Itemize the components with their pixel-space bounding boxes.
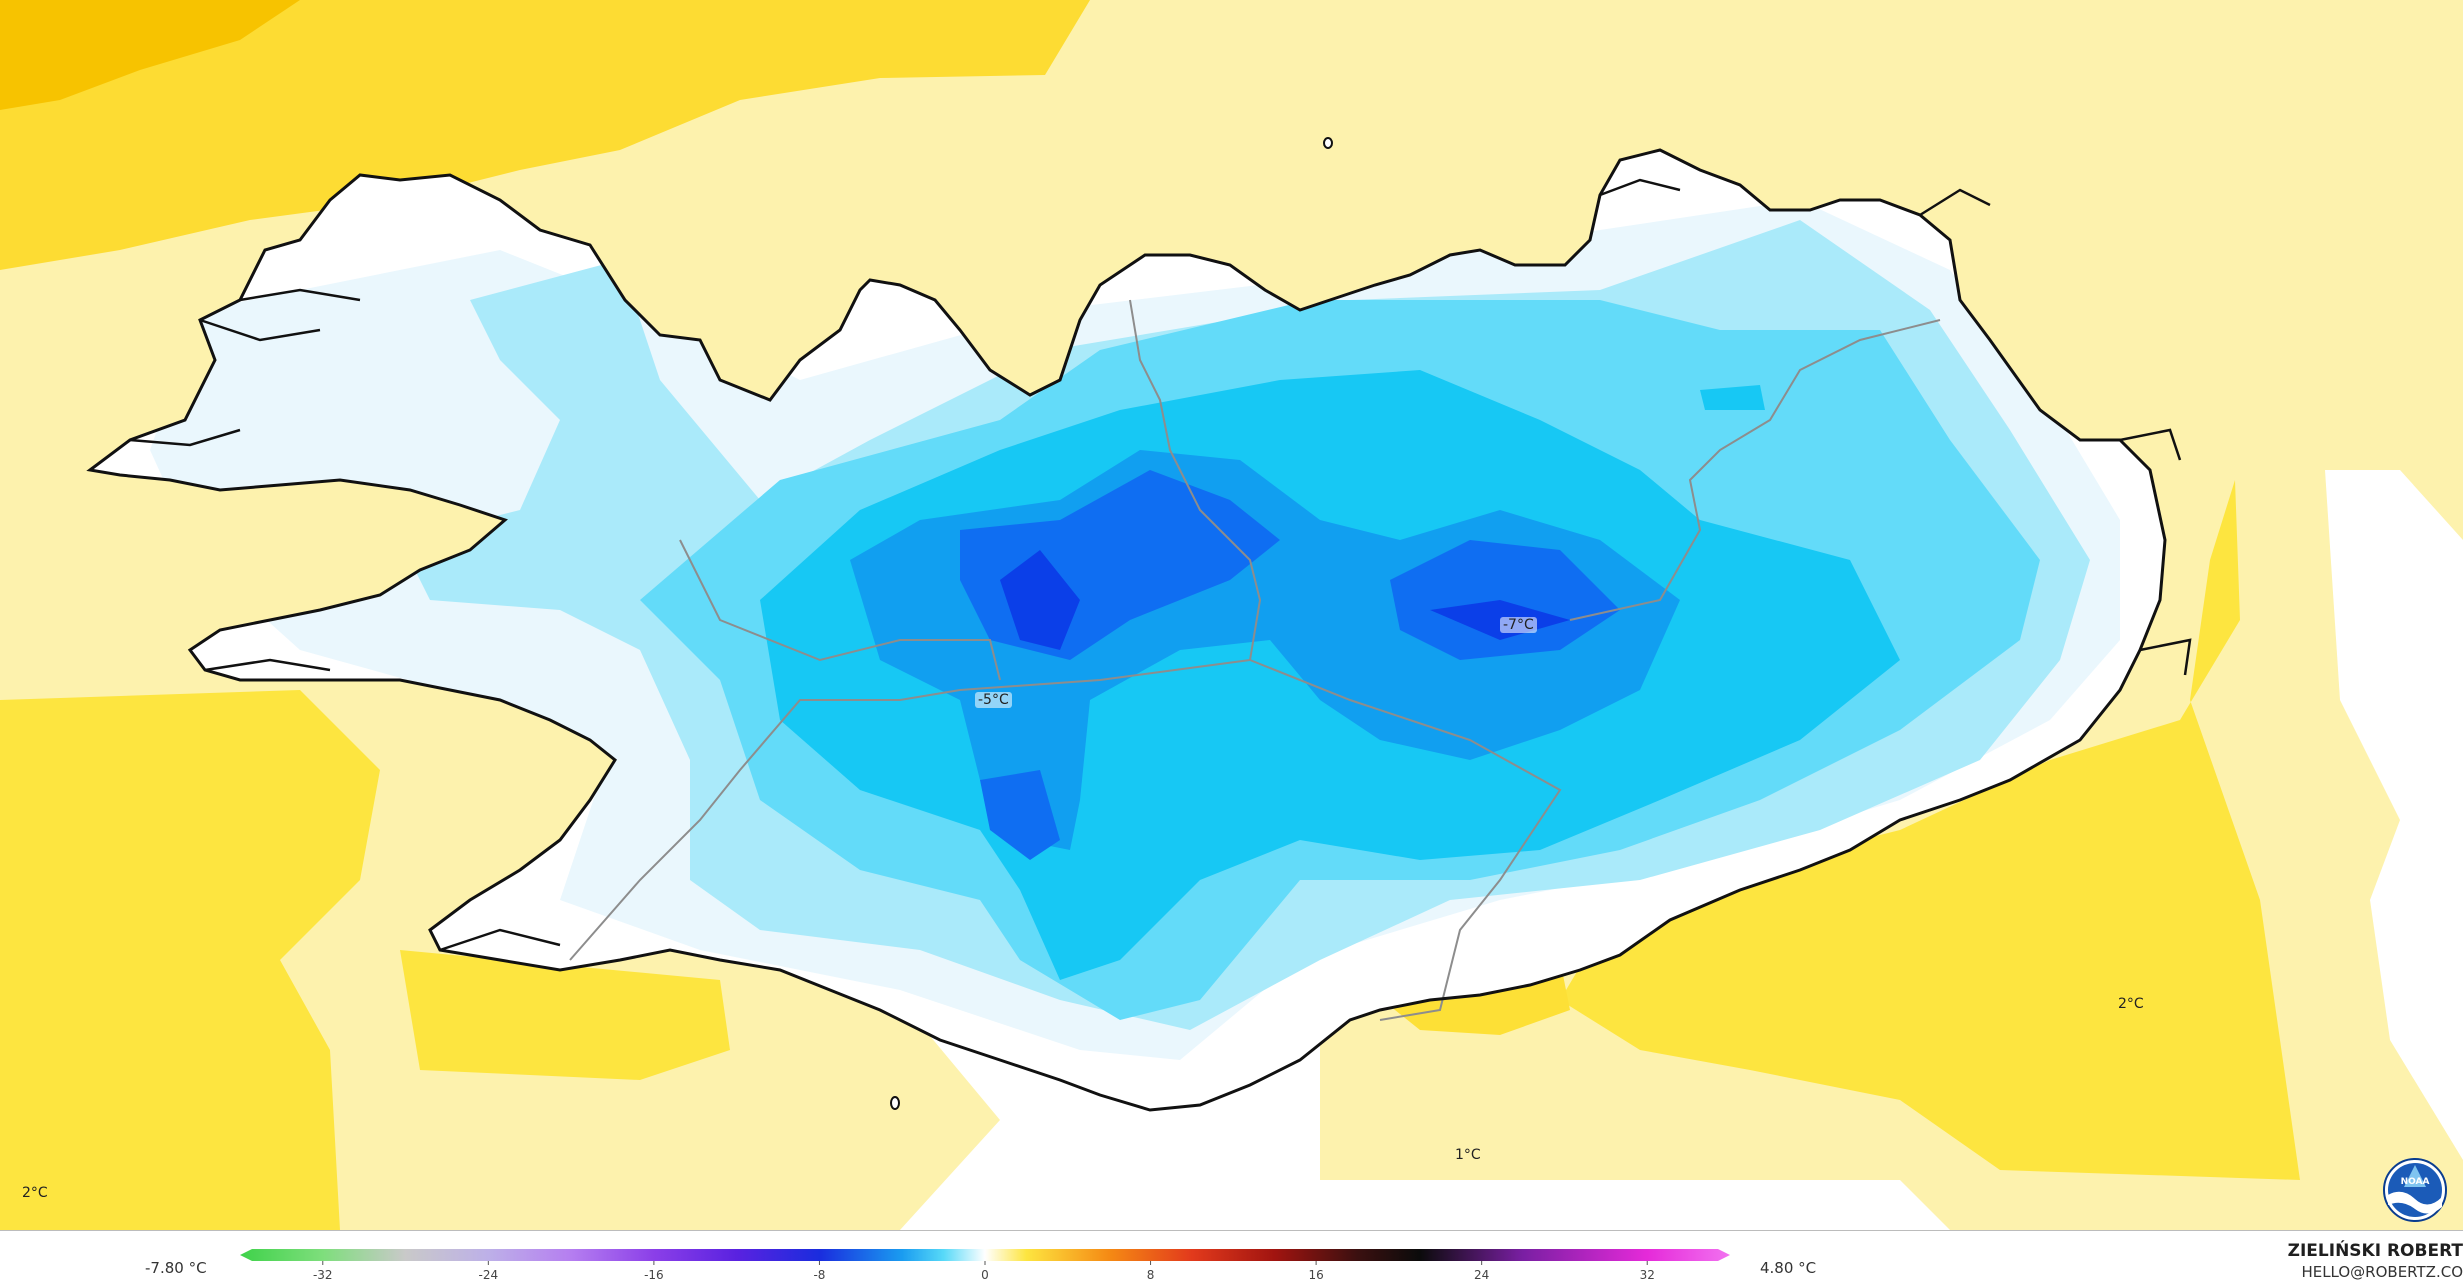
temperature-map: -5°C -7°C 2°C 2°C 1°C <box>0 0 2463 1230</box>
colorbar-tick-label: -16 <box>644 1268 664 1282</box>
noaa-logo-icon: NOAA <box>2383 1158 2447 1222</box>
sea-zone-gold-northwest <box>0 0 1090 270</box>
colorbar-gradient <box>240 1249 1730 1261</box>
colorbar-tick-label: -8 <box>813 1268 825 1282</box>
colorbar-min-label: -7.80 °C <box>145 1259 207 1277</box>
noaa-logo-text: NOAA <box>2401 1177 2430 1187</box>
road-network <box>569 299 1941 1021</box>
sea-zone-orange-corner <box>0 0 300 110</box>
colorbar-max-label: 4.80 °C <box>1760 1259 1817 1277</box>
temp-label-far-right: 2°C <box>2118 996 2144 1012</box>
colorbar-tick-label: -24 <box>479 1268 499 1282</box>
credit-name: ZIELIŃSKI ROBERT <box>2287 1241 2463 1261</box>
temp-label-bottom-left: 2°C <box>22 1185 48 1201</box>
sea-zone-yellow-southwest <box>400 950 730 1080</box>
temp-label-east: -7°C <box>1500 617 1537 633</box>
colorbar-tick-label: 24 <box>1474 1268 1489 1282</box>
colorbar-tick-label: 0 <box>981 1268 989 1282</box>
sea-zone-yellow-southeast <box>1560 480 2300 1180</box>
colorbar-tick-label: 8 <box>1147 1268 1155 1282</box>
island-dot <box>890 1096 900 1110</box>
land-contour-patch-north <box>1700 385 1765 410</box>
colorbar-tick-label: 16 <box>1308 1268 1323 1282</box>
colorbar: -32 -24 -16 -8 0 8 16 24 32 <box>240 1249 1730 1282</box>
sea-zone-yellow-south <box>0 690 380 1230</box>
temp-label-bottom-center: 1°C <box>1455 1147 1481 1163</box>
land-contour-patch-south <box>980 770 1060 860</box>
colorbar-ticks: -32 -24 -16 -8 0 8 16 24 32 <box>313 1261 1655 1282</box>
legend-bar: -7.80 °C -32 -24 -16 -8 0 8 16 24 32 4.80 °C ZIE… <box>0 1230 2463 1288</box>
sea-zone-white-east <box>2325 470 2463 1160</box>
temp-label-west: -5°C <box>975 692 1012 708</box>
land-contour-core <box>1000 550 1570 650</box>
map-canvas <box>0 0 2463 1230</box>
island-dot <box>1323 137 1333 149</box>
credit-email: HELLO@ROBERTZ.CO <box>2301 1263 2463 1281</box>
colorbar-tick-label: -32 <box>313 1268 333 1282</box>
colorbar-tick-label: 32 <box>1640 1268 1655 1282</box>
coastline-fjords <box>129 178 2192 952</box>
